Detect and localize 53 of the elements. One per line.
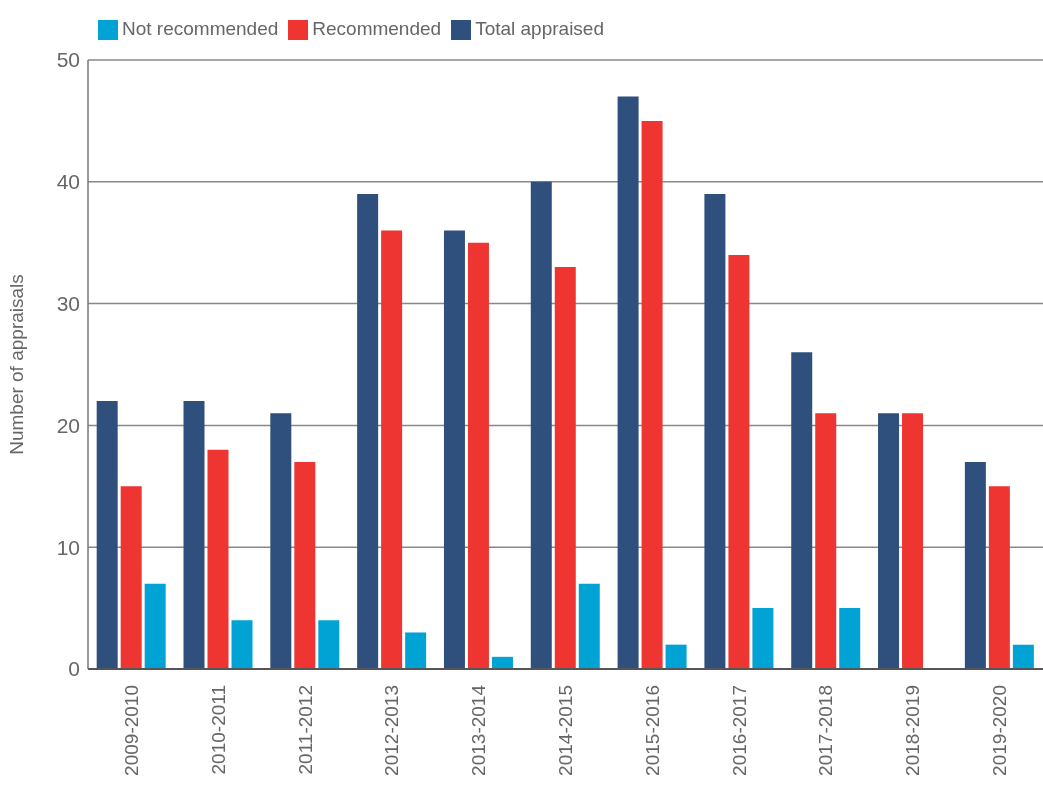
bar bbox=[381, 230, 403, 669]
x-tick-label: 2012-2013 bbox=[381, 685, 403, 776]
bar bbox=[578, 583, 600, 669]
bar bbox=[120, 486, 142, 669]
bar bbox=[467, 242, 489, 669]
y-axis-title: Number of appraisals bbox=[5, 274, 27, 455]
bar bbox=[964, 461, 986, 669]
bar bbox=[791, 352, 813, 669]
x-tick-label: 2014-2015 bbox=[555, 685, 576, 776]
bar bbox=[878, 413, 900, 669]
bar bbox=[530, 181, 552, 669]
x-tick-label: 2010-2011 bbox=[207, 685, 229, 775]
x-tick-label: 2019-2020 bbox=[989, 685, 1011, 776]
y-tick-label: 40 bbox=[56, 170, 80, 194]
bar bbox=[752, 608, 774, 669]
bar bbox=[728, 254, 750, 669]
x-tick-label: 2018-2019 bbox=[902, 685, 924, 776]
bar bbox=[815, 413, 837, 669]
bar bbox=[183, 401, 205, 669]
y-tick-label: 30 bbox=[56, 292, 80, 316]
bar bbox=[839, 608, 861, 669]
bar bbox=[294, 461, 316, 669]
x-tick-label: 2015-2016 bbox=[641, 685, 663, 776]
bar bbox=[554, 267, 576, 669]
bar bbox=[231, 620, 253, 669]
bar bbox=[318, 620, 340, 669]
bar bbox=[1012, 644, 1034, 669]
legend-label: Total appraised bbox=[475, 18, 605, 39]
bar bbox=[665, 644, 687, 669]
bar bbox=[491, 656, 513, 669]
bar bbox=[357, 193, 379, 669]
bar bbox=[988, 486, 1010, 669]
y-tick-label: 50 bbox=[56, 48, 80, 72]
bar bbox=[96, 401, 118, 669]
bar bbox=[207, 449, 229, 669]
bar bbox=[144, 583, 166, 669]
y-tick-label: 20 bbox=[56, 413, 80, 437]
bar bbox=[270, 413, 292, 669]
x-tick-label: 2017-2018 bbox=[815, 685, 837, 776]
bar bbox=[641, 120, 663, 669]
bar bbox=[704, 193, 726, 669]
x-tick-label: 2009-2010 bbox=[120, 685, 142, 776]
bar bbox=[443, 230, 465, 669]
bar bbox=[902, 413, 924, 669]
bar bbox=[405, 632, 427, 669]
legend-label: Not recommended bbox=[122, 18, 279, 39]
y-tick-label: 0 bbox=[68, 657, 80, 681]
x-tick-label: 2016-2017 bbox=[728, 685, 750, 776]
bar bbox=[617, 96, 639, 669]
x-tick-label: 2011-2012 bbox=[294, 685, 316, 775]
x-tick-label: 2013-2014 bbox=[468, 684, 490, 776]
y-tick-label: 10 bbox=[56, 535, 80, 559]
legend-label: Recommended bbox=[312, 18, 442, 39]
